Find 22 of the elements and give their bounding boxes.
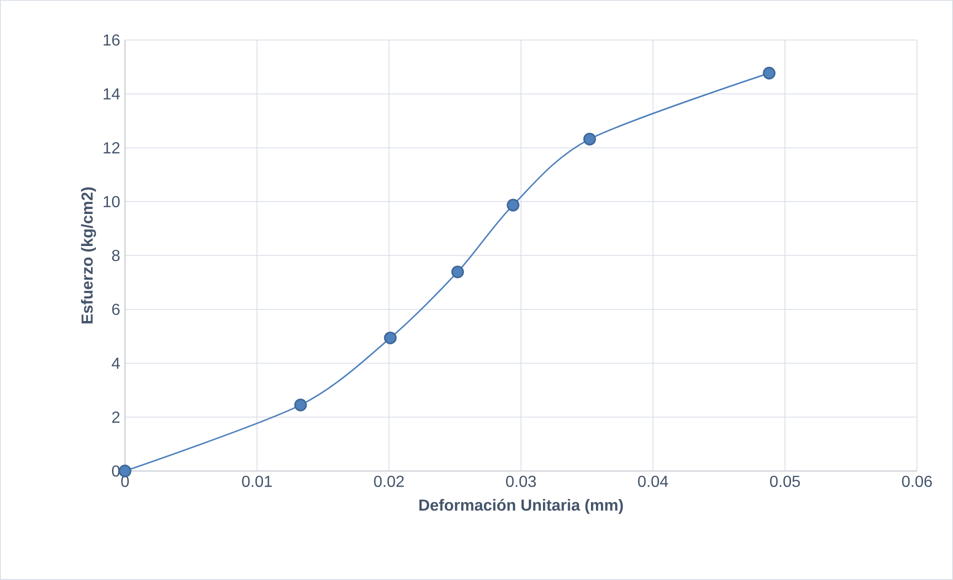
point (294, 398, 307, 412)
point (583, 132, 596, 146)
x-axis-title: Deformación Unitaria (mm) (419, 498, 623, 514)
y-tick-label: 10 (104, 196, 120, 208)
y-tick-label: 14 (104, 88, 120, 100)
y-tick-label: 4 (112, 358, 120, 369)
y-tick-label: 16 (104, 34, 120, 46)
point (506, 198, 520, 212)
x-tick-label: 0.03 (506, 476, 536, 488)
x-tick-label: 0.01 (242, 476, 272, 488)
y-tick-label: 12 (104, 142, 120, 154)
y-tick-label: 6 (112, 304, 120, 316)
y-tick-label: 8 (112, 250, 120, 262)
x-tick-label: 0.06 (902, 476, 932, 488)
y-axis-title: Esfuerzo (kg/cm2) (81, 187, 96, 324)
x-tick-label: 0.05 (770, 476, 800, 488)
x-tick-label: 0.02 (374, 476, 404, 488)
x-tick-label: 0.04 (638, 476, 668, 488)
point (451, 266, 464, 278)
point (762, 66, 776, 80)
y-tick-label: 2 (112, 412, 120, 423)
point (384, 332, 397, 344)
